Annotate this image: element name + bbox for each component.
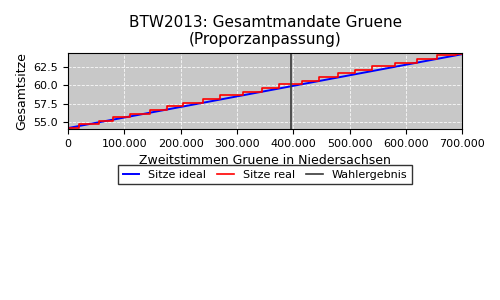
Sitze real: [369, 64, 375, 68]
Sitze real: [369, 68, 375, 72]
Sitze real: [260, 90, 266, 94]
Sitze real: [200, 97, 206, 101]
Sitze real: [434, 53, 440, 57]
Sitze real: [352, 68, 358, 72]
Sitze real: [110, 115, 116, 119]
X-axis label: Zweitstimmen Gruene in Niedersachsen: Zweitstimmen Gruene in Niedersachsen: [139, 154, 391, 167]
Sitze ideal: [252, 91, 258, 95]
Sitze real: [316, 79, 322, 83]
Sitze real: [352, 72, 358, 75]
Sitze real: [76, 126, 82, 130]
Sitze real: [434, 57, 440, 61]
Sitze real: [459, 52, 465, 56]
Line: Sitze real: Sitze real: [68, 54, 462, 128]
Sitze real: [298, 82, 304, 86]
Sitze real: [260, 86, 266, 90]
Sitze ideal: [254, 91, 260, 94]
Sitze real: [180, 101, 186, 104]
Sitze ideal: [388, 66, 394, 69]
Sitze real: [180, 104, 186, 108]
Sitze real: [240, 90, 246, 94]
Sitze real: [110, 119, 116, 123]
Sitze real: [217, 94, 223, 97]
Sitze real: [146, 112, 152, 115]
Sitze real: [414, 61, 420, 64]
Legend: Sitze ideal, Sitze real, Wahlergebnis: Sitze ideal, Sitze real, Wahlergebnis: [118, 165, 412, 184]
Sitze real: [276, 82, 282, 86]
Y-axis label: Gesamtsitze: Gesamtsitze: [15, 52, 28, 130]
Sitze real: [217, 97, 223, 101]
Sitze real: [414, 57, 420, 61]
Sitze real: [240, 94, 246, 97]
Sitze real: [454, 52, 460, 56]
Sitze real: [65, 126, 71, 130]
Sitze real: [96, 123, 102, 126]
Sitze real: [96, 119, 102, 123]
Sitze ideal: [459, 52, 465, 56]
Sitze ideal: [300, 82, 306, 86]
Sitze ideal: [450, 54, 456, 58]
Sitze real: [164, 104, 170, 108]
Sitze real: [164, 108, 170, 112]
Sitze real: [316, 75, 322, 79]
Sitze real: [127, 115, 133, 119]
Sitze real: [298, 79, 304, 83]
Sitze real: [336, 75, 342, 79]
Title: BTW2013: Gesamtmandate Gruene
(Proporzanpassung): BTW2013: Gesamtmandate Gruene (Proporzan…: [128, 15, 402, 47]
Sitze real: [127, 112, 133, 115]
Sitze real: [146, 108, 152, 112]
Sitze ideal: [65, 126, 71, 130]
Line: Sitze ideal: Sitze ideal: [68, 54, 462, 128]
Sitze real: [336, 72, 342, 75]
Sitze real: [454, 53, 460, 57]
Sitze real: [200, 101, 206, 104]
Sitze ideal: [278, 86, 284, 90]
Sitze real: [392, 64, 398, 68]
Sitze real: [276, 86, 282, 90]
Sitze real: [76, 123, 82, 126]
Sitze real: [392, 61, 398, 64]
